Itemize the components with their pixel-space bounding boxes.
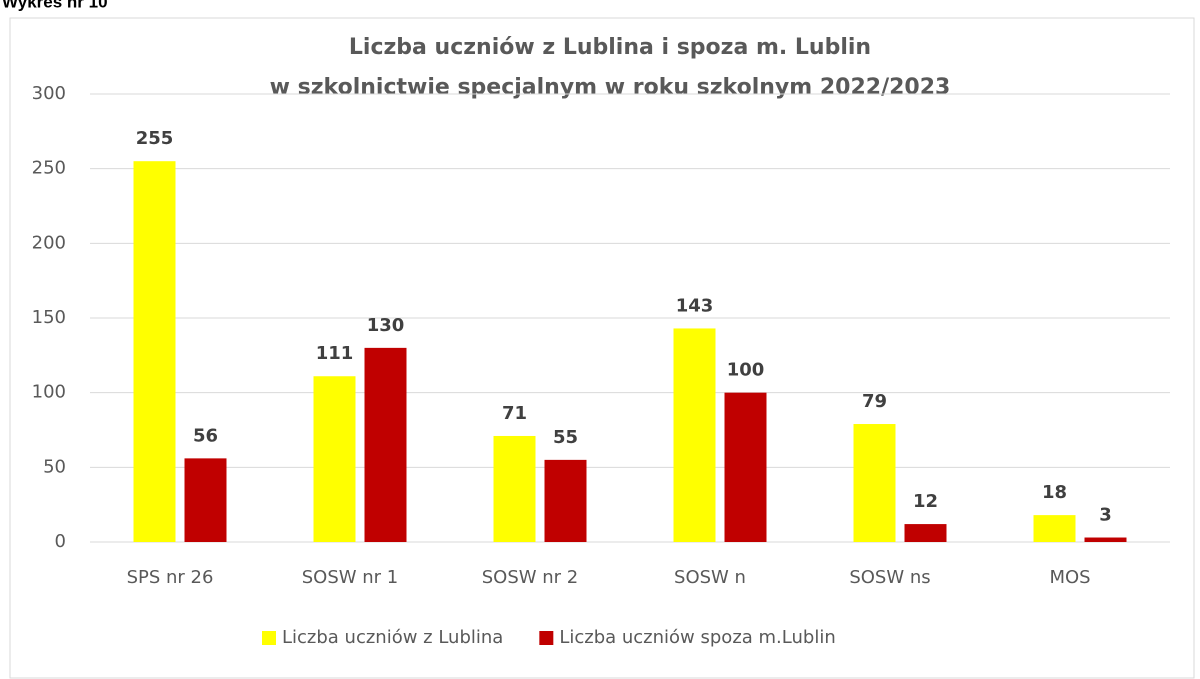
bar <box>1084 537 1127 542</box>
y-tick-label: 100 <box>32 382 66 403</box>
x-tick-label: SOSW ns <box>849 567 930 588</box>
x-tick-label: MOS <box>1049 567 1090 588</box>
chart-title: Liczba uczniów z Lublina i spoza m. Lubl… <box>349 35 871 60</box>
value-label: 3 <box>1099 505 1112 526</box>
y-tick-label: 300 <box>32 83 66 104</box>
value-label: 111 <box>316 343 354 364</box>
bar <box>364 347 407 542</box>
y-tick-label: 250 <box>32 158 66 179</box>
y-tick-label: 50 <box>43 456 66 477</box>
legend-swatch <box>262 631 276 645</box>
bar <box>1033 515 1076 542</box>
legend-label: Liczba uczniów z Lublina <box>282 627 503 648</box>
chart-frame <box>9 17 1195 679</box>
value-label: 12 <box>913 491 938 512</box>
legend-label: Liczba uczniów spoza m.Lublin <box>559 627 835 648</box>
bar <box>673 328 716 542</box>
x-tick-label: SOSW nr 1 <box>302 567 399 588</box>
value-label: 18 <box>1042 482 1067 503</box>
chart-title: w szkolnictwie specjalnym w roku szkolny… <box>270 75 951 100</box>
caption: Wykres nr 10 <box>2 0 108 11</box>
bar <box>493 435 536 542</box>
bar <box>904 524 947 542</box>
value-label: 143 <box>676 295 714 316</box>
bar <box>184 458 227 542</box>
value-label: 71 <box>502 403 527 424</box>
value-label: 55 <box>553 427 578 448</box>
y-tick-label: 0 <box>55 531 66 552</box>
x-tick-label: SOSW nr 2 <box>482 567 579 588</box>
value-label: 255 <box>136 128 174 149</box>
x-tick-label: SPS nr 26 <box>127 567 214 588</box>
bar <box>133 161 176 542</box>
legend-swatch <box>539 631 554 645</box>
bar <box>724 392 767 542</box>
bar <box>544 459 587 542</box>
bar <box>853 424 896 542</box>
value-label: 79 <box>862 391 887 412</box>
value-label: 130 <box>367 315 405 336</box>
y-tick-label: 150 <box>32 307 66 328</box>
value-label: 100 <box>727 360 765 381</box>
y-tick-label: 200 <box>32 232 66 253</box>
value-label: 56 <box>193 425 218 446</box>
x-tick-label: SOSW n <box>674 567 746 588</box>
bar <box>313 376 356 542</box>
